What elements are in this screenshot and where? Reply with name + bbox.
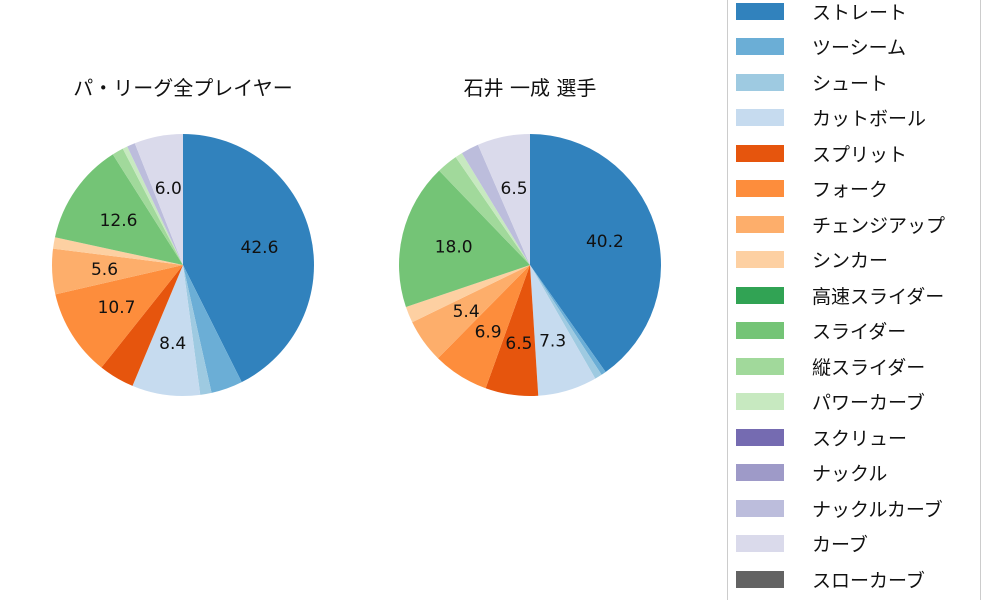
right-pie: 40.27.36.56.95.418.06.5	[399, 134, 661, 397]
legend-swatch	[736, 499, 784, 517]
legend-item: ストレート	[736, 0, 908, 24]
legend-swatch	[736, 464, 784, 481]
pie-slice	[530, 265, 596, 396]
legend-label: ナックルカーブ	[812, 498, 943, 521]
slice-label: 6.9	[475, 322, 502, 342]
pie-slice	[112, 148, 183, 265]
legend-item: カーブ	[736, 532, 868, 556]
legend-item: カットボール	[736, 106, 926, 130]
pie-slice	[439, 157, 530, 265]
legend-label: シュート	[812, 72, 889, 95]
pie-slice	[134, 134, 183, 265]
legend-label: スクリュー	[812, 427, 908, 450]
legend-label: スプリット	[812, 143, 908, 166]
slice-label: 8.4	[159, 334, 186, 354]
pie-slice	[54, 154, 183, 265]
legend-swatch	[736, 215, 784, 233]
pie-slice	[132, 265, 201, 396]
pie-slice	[183, 265, 242, 393]
legend-swatch	[736, 286, 784, 304]
legend-item: ナックルカーブ	[736, 496, 943, 521]
legend-swatch	[736, 535, 784, 552]
slice-label: 10.7	[98, 298, 136, 318]
slice-label: 18.0	[435, 237, 473, 257]
legend-swatch	[736, 251, 784, 268]
legend-swatch	[736, 322, 784, 339]
slice-label: 6.5	[501, 179, 528, 199]
legend-label: シンカー	[812, 250, 889, 272]
legend-swatch	[736, 570, 784, 588]
legend-item: 高速スライダー	[736, 283, 945, 308]
legend-label: ナックル	[812, 463, 888, 485]
legend: ストレートツーシームシュートカットボール スプリットフォークチェンジアップ シンカー…	[727, 0, 981, 600]
legend-label: カットボール	[812, 108, 927, 130]
legend-item: ナックル	[736, 461, 887, 485]
legend-label: スローカーブ	[812, 569, 925, 592]
pie-slice	[412, 265, 530, 359]
legend-item: スローカーブ	[736, 567, 925, 592]
legend-swatch	[736, 428, 784, 446]
slice-label: 12.6	[100, 211, 138, 231]
legend-label: 縦スライダー	[812, 356, 926, 379]
legend-swatch	[736, 144, 784, 162]
legend-label: チェンジアップ	[812, 214, 946, 237]
legend-item: シュート	[736, 70, 889, 95]
legend-item: スクリュー	[736, 425, 908, 450]
pie-slice	[485, 265, 539, 397]
legend-item: フォーク	[736, 177, 888, 201]
legend-swatch	[736, 38, 784, 55]
pie-slice	[122, 146, 183, 265]
slice-label: 42.6	[241, 238, 279, 258]
slice-label: 7.3	[539, 331, 566, 351]
legend-swatch	[736, 109, 784, 126]
pie-slice	[530, 265, 602, 379]
right-pie-title: 石井 一成 選手	[463, 76, 597, 100]
pie-slice	[461, 144, 530, 265]
pie-slice	[101, 265, 183, 386]
pie-slice	[530, 134, 661, 372]
slice-label: 5.4	[453, 302, 480, 322]
legend-label: ツーシーム	[812, 37, 907, 59]
pie-slice	[183, 134, 314, 383]
legend-label: カーブ	[812, 534, 868, 556]
slice-label: 5.6	[91, 260, 118, 280]
legend-item: シンカー	[736, 248, 888, 272]
slice-label: 40.2	[586, 232, 624, 252]
pie-slice	[405, 265, 530, 323]
pie-slice	[53, 237, 183, 265]
legend-item: パワーカーブ	[736, 390, 925, 414]
pie-slice	[399, 170, 530, 308]
slice-label: 6.5	[505, 334, 532, 354]
legend-label: フォーク	[812, 179, 889, 201]
legend-swatch	[736, 73, 784, 91]
legend-swatch	[736, 2, 784, 20]
pie-slice	[51, 248, 183, 295]
pie-slice	[437, 265, 530, 389]
legend-label: ストレート	[812, 1, 908, 24]
legend-item: ツーシーム	[736, 35, 906, 59]
pie-slice	[127, 143, 183, 265]
legend-swatch	[736, 393, 784, 410]
legend-item: スプリット	[736, 141, 908, 166]
pie-slice	[530, 265, 606, 375]
pie-slice	[55, 265, 184, 368]
slice-label: 6.0	[155, 179, 182, 199]
left-pie: 42.6 8.4 10.7 5.6 12.6 6.0	[51, 134, 314, 396]
legend-label: パワーカーブ	[812, 392, 925, 414]
legend-item: 縦スライダー	[736, 354, 926, 379]
legend-label: 高速スライダー	[812, 285, 945, 308]
legend-label: スライダー	[812, 321, 907, 343]
legend-swatch	[736, 180, 784, 197]
legend-item: スライダー	[736, 319, 906, 343]
pie-slice	[477, 134, 530, 265]
left-pie-title: パ・リーグ全プレイヤー	[73, 76, 293, 100]
pie-slice	[455, 153, 530, 265]
pie-slice	[183, 265, 212, 395]
legend-item: チェンジアップ	[736, 212, 946, 237]
legend-swatch	[736, 357, 784, 375]
